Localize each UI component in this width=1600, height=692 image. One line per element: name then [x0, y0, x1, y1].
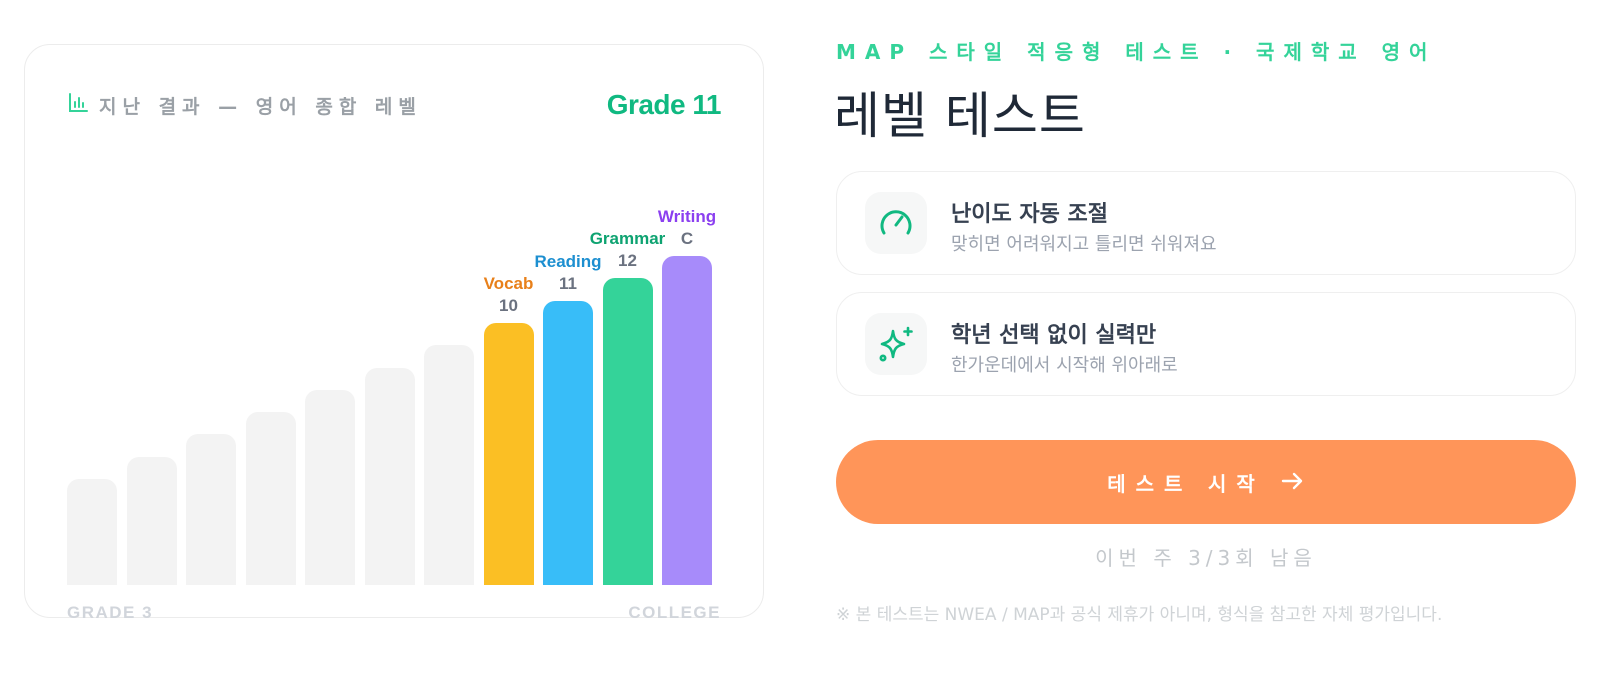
disclaimer-note: ※ 본 테스트는 NWEA / MAP과 공식 제휴가 아니며, 형식을 참고한…	[836, 605, 1443, 625]
results-card-header: 지난 결과 — 영어 종합 레벨 Grade 11	[67, 89, 722, 121]
grammar-name-label: Grammar	[589, 229, 666, 249]
background-level-bar	[305, 389, 355, 585]
feature-title: 학년 선택 없이 실력만	[951, 323, 1157, 348]
results-title-text: 지난 결과 — 영어 종합 레벨	[99, 95, 422, 118]
remaining-attempts: 이번 주 3/3회 남음	[1095, 546, 1317, 570]
feature-card-no-grade: 학년 선택 없이 실력만 한가운데에서 시작해 위아래로	[836, 292, 1576, 396]
axis-end-label: COLLEGE	[628, 603, 721, 622]
background-level-bar	[186, 434, 236, 585]
level-bar-chart: 10 Vocab 11 Reading 12 Grammar C Writing	[67, 145, 723, 585]
grammar-value-label: 12	[618, 251, 637, 271]
reading-bar	[543, 300, 593, 585]
vocab-bar	[483, 322, 534, 585]
bar-chart-icon	[67, 92, 89, 118]
writing-bar	[662, 256, 712, 585]
reading-value-label: 11	[559, 273, 577, 293]
test-eyebrow: MAP 스타일 적응형 테스트 · 국제학교 영어	[836, 40, 1437, 64]
vocab-name-label: Vocab	[483, 273, 534, 293]
background-level-bar	[245, 412, 296, 585]
writing-value-label: C	[680, 229, 694, 248]
overall-grade-badge: Grade 11	[606, 89, 722, 120]
background-level-bar	[364, 367, 415, 585]
feature-desc: 한가운데에서 시작해 위아래로	[951, 355, 1178, 376]
feature-desc: 맞히면 어려워지고 틀리면 쉬워져요	[951, 234, 1217, 255]
feature-title: 난이도 자동 조절	[951, 202, 1108, 227]
page-title: 레벨 테스트	[834, 87, 1086, 145]
gauge-icon	[865, 192, 927, 254]
sparkle-icon	[865, 313, 927, 375]
vocab-value-label: 10	[499, 295, 518, 315]
background-level-bar	[67, 479, 117, 585]
results-card: 지난 결과 — 영어 종합 레벨 Grade 11 10 Vocab 11 Readi…	[24, 44, 764, 622]
background-level-bar	[126, 456, 177, 585]
feature-card-adaptive: 난이도 자동 조절 맞히면 어려워지고 틀리면 쉬워져요	[836, 171, 1576, 275]
axis-start-label: GRADE 3	[67, 603, 154, 622]
arrow-right-icon	[1279, 468, 1305, 497]
results-card-title: 지난 결과 — 영어 종합 레벨	[67, 92, 422, 119]
grammar-bar	[602, 278, 653, 585]
start-test-label: 테스트 시작	[1107, 473, 1265, 496]
writing-name-label: Writing	[657, 207, 717, 226]
reading-name-label: Reading	[534, 251, 602, 271]
background-level-bar	[424, 345, 474, 585]
start-test-button[interactable]: 테스트 시작	[836, 440, 1576, 524]
